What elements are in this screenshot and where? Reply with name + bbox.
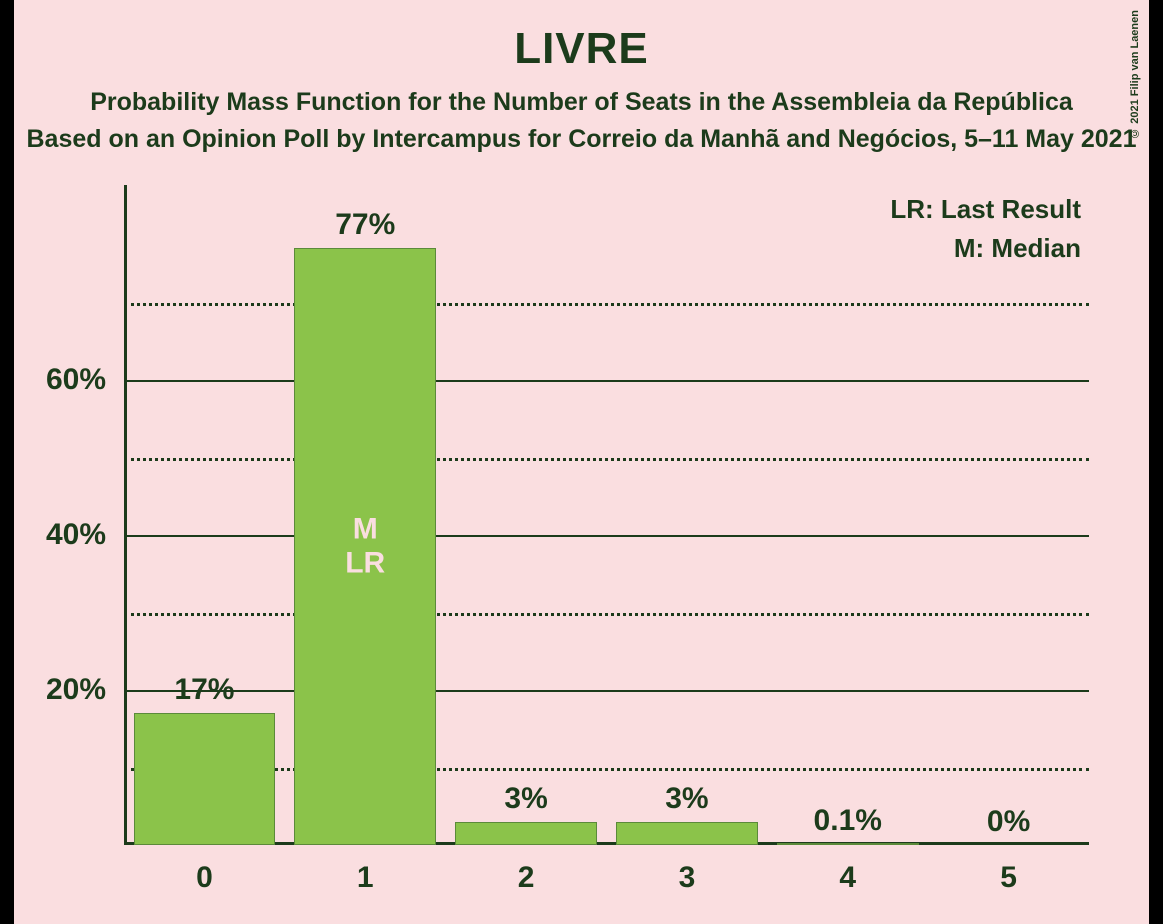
bar-value-label: 17%	[174, 673, 234, 707]
y-tick-label: 20%	[46, 673, 106, 707]
bar-value-label: 3%	[665, 782, 708, 816]
chart-plot-area: LR: Last Result M: Median 20%40%60%17%0M…	[124, 225, 1089, 845]
bar-value-label: 3%	[504, 782, 547, 816]
bar-value-label: 0%	[987, 805, 1030, 839]
gridline-minor	[124, 458, 1089, 461]
x-tick-label: 3	[679, 861, 696, 895]
gridline-major	[124, 380, 1089, 382]
bar-value-label: 0.1%	[814, 804, 882, 838]
bar: MLR	[294, 248, 436, 845]
chart-legend: LR: Last Result M: Median	[890, 190, 1081, 268]
gridline-major	[124, 690, 1089, 692]
x-tick-label: 0	[196, 861, 213, 895]
title-block: LIVRE Probability Mass Function for the …	[0, 24, 1163, 154]
bar-annotation: MLR	[345, 512, 385, 581]
bar	[777, 843, 919, 845]
bar	[616, 822, 758, 845]
x-tick-label: 2	[518, 861, 535, 895]
bar	[134, 713, 276, 845]
y-tick-label: 40%	[46, 518, 106, 552]
bar-value-label: 77%	[335, 208, 395, 242]
y-tick-label: 60%	[46, 363, 106, 397]
x-tick-label: 5	[1000, 861, 1017, 895]
y-axis-line	[124, 185, 127, 845]
bar	[455, 822, 597, 845]
legend-m: M: Median	[890, 229, 1081, 268]
chart-subtitle-1: Probability Mass Function for the Number…	[0, 88, 1163, 117]
legend-lr: LR: Last Result	[890, 190, 1081, 229]
gridline-major	[124, 535, 1089, 537]
x-tick-label: 4	[839, 861, 856, 895]
chart-title: LIVRE	[0, 24, 1163, 74]
chart-subtitle-2: Based on an Opinion Poll by Intercampus …	[0, 125, 1163, 154]
x-tick-label: 1	[357, 861, 374, 895]
gridline-minor	[124, 613, 1089, 616]
gridline-minor	[124, 303, 1089, 306]
